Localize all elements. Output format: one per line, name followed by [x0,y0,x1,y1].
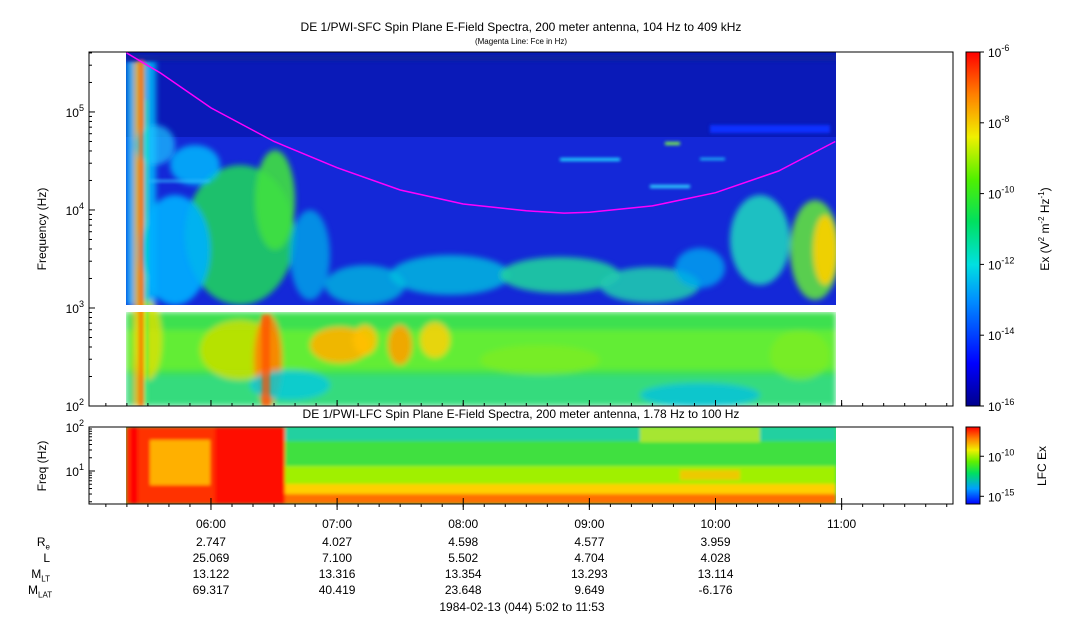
colorbar-top-label: Ex (V2 m-2 Hz-1) [1037,187,1052,270]
ephemeris-row-label: MLAT [28,583,53,600]
colorbar-tick-label: 10-8 [988,114,1009,131]
plot-frame-low [88,426,954,505]
colorbar-tick-label: 10-16 [988,397,1014,414]
colorbar-tick-label: 10-12 [988,255,1014,272]
y-tick-label: 102 [66,418,84,435]
spectrogram-top-band [126,52,836,137]
y-tick-label: 102 [66,397,84,414]
lfc-spectrogram [126,427,836,504]
colorbar-low-label: LFC Ex [1035,446,1049,486]
colorbar-top-ticks: 10-6 10-8 10-10 10-12 10-14 10-16 [980,43,1014,414]
x-axis: 06:00 07:00 08:00 09:00 10:00 11:00 [105,400,948,531]
x-tick-label: 10:00 [700,517,730,531]
data-gap-band [126,305,836,312]
lower-chart-title: DE 1/PWI-LFC Spin Plane E-Field Spectra,… [303,407,740,421]
ephemeris-value: 13.293 [571,567,608,581]
ephemeris-value: 13.316 [318,567,356,581]
ephemeris-row-label: Re [36,535,50,552]
y-tick-label: 103 [66,299,84,316]
colorbar-tick-label: 10-15 [988,487,1014,504]
ephemeris-value: 23.648 [444,583,482,597]
y-tick-label: 104 [66,201,84,218]
x-tick-label: 07:00 [322,517,352,531]
colorbar-tick-label: 10-14 [988,326,1014,343]
fce-line [126,52,836,214]
plot-frame-top [88,51,954,407]
y-axis-top: 102 103 104 105 [66,52,95,414]
ephemeris-value: -6.176 [698,583,733,597]
ephemeris-value: 13.114 [697,567,734,581]
ephemeris-value: 2.747 [195,535,226,549]
ephemeris-value: 4.028 [700,551,731,565]
chart-subtitle: (Magenta Line: Fce in Hz) [475,37,567,46]
ephemeris-value: 7.100 [322,551,353,565]
chart-title: DE 1/PWI-SFC Spin Plane E-Field Spectra,… [301,20,742,34]
y-axis-label-top: Frequency (Hz) [35,188,49,271]
ephemeris-value: 3.959 [700,535,731,549]
ephemeris-value: 4.598 [448,535,479,549]
ephemeris-value: 9.649 [574,583,605,597]
sfc-spectrogram [126,52,836,406]
ephemeris-value: 4.577 [574,535,605,549]
colorbar-tick-label: 10-10 [988,447,1014,464]
y-axis-low: 101 102 [66,418,95,503]
x-tick-label: 11:00 [827,517,856,531]
y-tick-label: 101 [66,462,84,479]
ephemeris-value: 69.317 [192,583,230,597]
ephemeris-value: 4.704 [574,551,605,565]
x-tick-label: 06:00 [196,517,226,531]
y-axis-label-low: Freq (Hz) [35,441,49,492]
x-tick-label: 09:00 [574,517,604,531]
y-tick-label: 105 [66,103,84,120]
colorbar-tick-label: 10-6 [988,43,1009,60]
ephemeris-row-label: MLT [31,567,50,584]
ephemeris-value: 40.419 [318,583,356,597]
colorbar-tick-label: 10-10 [988,185,1014,202]
ephemeris-value: 4.027 [322,535,353,549]
ephemeris-value: 25.069 [192,551,230,565]
ephemeris-value: 13.354 [444,567,482,581]
time-range-footer: 1984-02-13 (044) 5:02 to 11:53 [439,600,605,614]
ephemeris-value: 13.122 [192,567,230,581]
ephemeris-row-label: L [43,551,50,565]
x-tick-label: 08:00 [448,517,478,531]
colorbar-low-ticks: 10-10 10-15 [980,447,1014,504]
colorbar-low [965,426,981,505]
colorbar-top [965,51,981,407]
ephemeris-value: 5.502 [448,551,479,565]
